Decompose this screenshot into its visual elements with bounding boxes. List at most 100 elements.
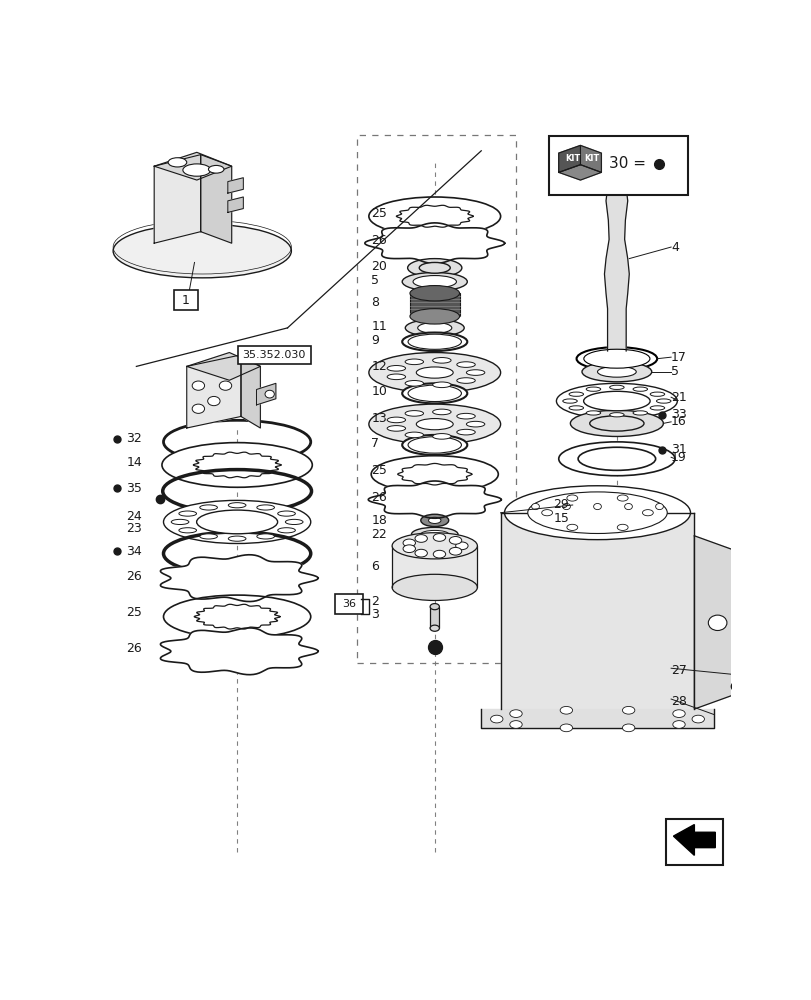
- Ellipse shape: [182, 164, 211, 176]
- Ellipse shape: [163, 595, 311, 638]
- Ellipse shape: [407, 259, 461, 277]
- Bar: [392, 545, 477, 587]
- Text: 26: 26: [371, 234, 387, 247]
- Bar: [430, 607, 439, 628]
- Ellipse shape: [556, 383, 676, 419]
- Text: 17: 17: [671, 351, 686, 364]
- Polygon shape: [558, 165, 601, 180]
- Polygon shape: [603, 139, 629, 351]
- Text: 12: 12: [371, 360, 387, 373]
- Text: 13: 13: [371, 412, 387, 425]
- Text: 24: 24: [127, 510, 142, 523]
- Ellipse shape: [113, 224, 291, 278]
- Polygon shape: [481, 709, 713, 728]
- Text: 29: 29: [552, 498, 569, 512]
- Text: 26: 26: [127, 642, 142, 655]
- Text: 31: 31: [671, 443, 686, 456]
- Ellipse shape: [387, 374, 405, 380]
- Text: 35: 35: [127, 482, 142, 495]
- Ellipse shape: [420, 514, 448, 527]
- FancyBboxPatch shape: [174, 290, 198, 310]
- Text: 9: 9: [371, 334, 379, 347]
- Ellipse shape: [672, 710, 684, 717]
- Ellipse shape: [504, 486, 689, 540]
- Text: KIT: KIT: [564, 154, 580, 163]
- FancyBboxPatch shape: [665, 819, 722, 865]
- Ellipse shape: [171, 519, 189, 525]
- Ellipse shape: [432, 409, 450, 415]
- Ellipse shape: [391, 487, 478, 512]
- Ellipse shape: [622, 706, 634, 714]
- Ellipse shape: [161, 443, 312, 487]
- Ellipse shape: [401, 272, 466, 291]
- Text: 26: 26: [371, 491, 387, 504]
- Polygon shape: [580, 145, 601, 172]
- Polygon shape: [368, 481, 500, 518]
- Text: 16: 16: [671, 415, 686, 428]
- Ellipse shape: [416, 419, 453, 430]
- Ellipse shape: [430, 625, 439, 631]
- Ellipse shape: [589, 416, 643, 431]
- Ellipse shape: [192, 404, 204, 413]
- Ellipse shape: [200, 534, 217, 539]
- Ellipse shape: [593, 503, 601, 510]
- Ellipse shape: [654, 503, 663, 510]
- Polygon shape: [500, 513, 693, 709]
- Ellipse shape: [433, 550, 445, 558]
- Ellipse shape: [616, 524, 628, 530]
- Text: 20: 20: [371, 260, 387, 273]
- Ellipse shape: [569, 410, 663, 436]
- Ellipse shape: [387, 426, 405, 431]
- Polygon shape: [200, 155, 231, 243]
- Polygon shape: [161, 555, 318, 602]
- Ellipse shape: [624, 503, 632, 510]
- Ellipse shape: [569, 392, 583, 396]
- Text: 32: 32: [127, 432, 142, 445]
- Ellipse shape: [256, 505, 274, 510]
- Text: 19: 19: [671, 451, 686, 464]
- Ellipse shape: [622, 724, 634, 732]
- Ellipse shape: [405, 411, 423, 416]
- Ellipse shape: [410, 309, 459, 324]
- Text: 5: 5: [671, 365, 678, 378]
- Ellipse shape: [566, 524, 577, 530]
- Ellipse shape: [405, 381, 423, 386]
- Text: 4: 4: [671, 241, 678, 254]
- Polygon shape: [228, 197, 243, 212]
- Text: 28: 28: [671, 695, 686, 708]
- Ellipse shape: [597, 366, 636, 377]
- Ellipse shape: [200, 505, 217, 510]
- Ellipse shape: [192, 381, 204, 390]
- Ellipse shape: [457, 378, 474, 383]
- Ellipse shape: [609, 413, 624, 417]
- Ellipse shape: [416, 367, 453, 378]
- Polygon shape: [364, 223, 504, 264]
- Polygon shape: [693, 536, 736, 709]
- Ellipse shape: [285, 519, 303, 525]
- Text: 11: 11: [371, 320, 387, 333]
- Polygon shape: [161, 628, 318, 675]
- Ellipse shape: [609, 385, 624, 389]
- Ellipse shape: [368, 404, 500, 444]
- Ellipse shape: [566, 495, 577, 501]
- Ellipse shape: [392, 574, 477, 600]
- Ellipse shape: [392, 533, 477, 559]
- Text: 5: 5: [371, 274, 379, 287]
- Ellipse shape: [586, 411, 600, 415]
- Ellipse shape: [413, 276, 456, 288]
- Ellipse shape: [541, 510, 551, 516]
- Text: 7: 7: [371, 437, 379, 450]
- Ellipse shape: [457, 429, 474, 435]
- Ellipse shape: [401, 333, 466, 351]
- Ellipse shape: [411, 527, 457, 541]
- Ellipse shape: [402, 545, 415, 553]
- Ellipse shape: [420, 530, 448, 538]
- Ellipse shape: [509, 721, 521, 728]
- Text: 23: 23: [127, 522, 142, 535]
- Ellipse shape: [208, 165, 224, 173]
- Ellipse shape: [414, 535, 427, 542]
- Ellipse shape: [196, 510, 277, 534]
- Ellipse shape: [457, 413, 474, 419]
- Text: 6: 6: [371, 560, 379, 573]
- Ellipse shape: [457, 362, 474, 367]
